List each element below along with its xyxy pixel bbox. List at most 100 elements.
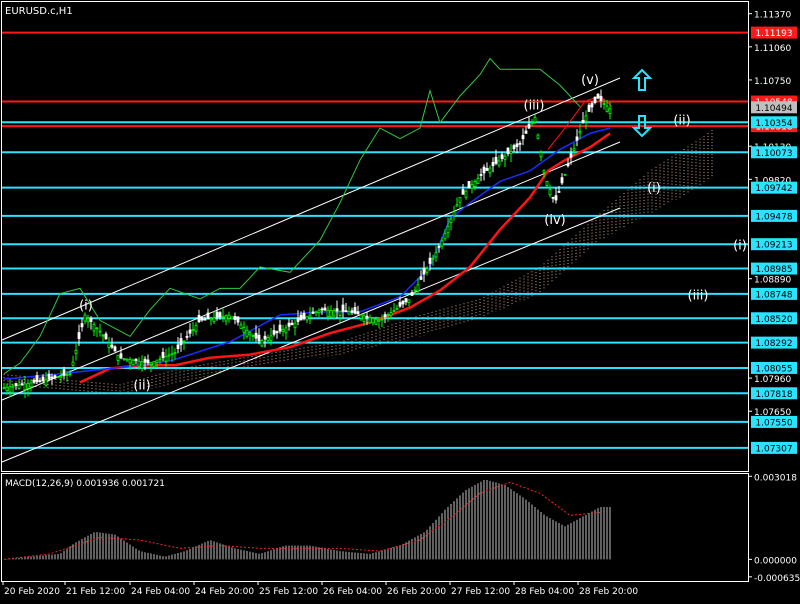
level-price-badge-label: 1.08985 [755,265,792,275]
level-price-badge [751,312,797,325]
candle-body [542,169,546,173]
level-price-badge [751,101,797,114]
level-price-badge [751,262,797,275]
candle-body [485,167,489,171]
candle-body [443,233,447,240]
candle-body [452,211,456,216]
candle-body [287,322,291,327]
direction-arrows[interactable] [631,68,653,138]
time-tick-label: 24 Feb 04:00 [131,587,190,597]
candle-body [572,148,576,151]
candle-body [422,267,426,275]
elliott-wave-label: (ii) [133,379,150,394]
candle-body [578,131,582,134]
time-tick-label: 25 Feb 12:00 [259,587,318,597]
channel-line[interactable] [1,207,621,463]
candle-body [467,181,471,189]
candle-body [551,196,555,199]
elliott-wave-label: (i) [733,239,747,254]
candle-body [62,369,66,376]
candle-body [449,218,453,223]
level-price-badges: 1.111931.103181.105481.104941.103541.100… [751,26,797,454]
candle-body [146,359,150,364]
candle-body [47,373,51,380]
channel-line[interactable] [1,77,621,341]
candle-body [113,346,117,352]
candle-body [290,322,294,326]
candle-body [311,311,315,314]
candle-body [476,177,480,184]
level-price-badge [751,238,797,251]
arrow-down-icon[interactable] [631,115,653,138]
candle-body [71,361,75,366]
candle-body [521,135,525,140]
candle-body [191,328,195,331]
candle-body [65,374,69,376]
candle-body [179,338,183,346]
level-price-badge-label: 1.08748 [755,290,792,300]
candle-body [494,156,498,164]
candle-body [545,181,549,187]
candle-body [221,315,225,318]
candle-body [41,376,45,381]
candle-body [83,314,87,322]
candle-body [296,317,300,322]
candle-body [350,310,354,313]
candle-body [122,358,126,360]
candle-body [488,167,492,174]
price-tick-label: 1.11060 [754,44,791,54]
candle-body [500,154,504,159]
candle-body [434,252,438,258]
candle-body [140,361,144,369]
candle-body [275,331,279,334]
candle-body [323,307,327,311]
candle-body [92,324,96,332]
channel-line[interactable] [1,141,621,401]
candle-body [419,276,423,280]
trend-channel[interactable] [1,77,621,463]
candle-body [392,310,396,312]
candle-body [530,122,534,125]
candle-body [185,335,189,338]
candle-body [371,317,375,324]
candle-body [209,318,213,321]
candle-body [176,344,180,350]
candle-body [74,349,78,354]
candle-body [26,383,30,389]
time-tick-label: 28 Feb 04:00 [515,587,574,597]
candle-body [341,304,345,312]
main-plot-border [1,1,749,472]
candle-body [86,317,90,323]
level-price-badge [751,181,797,194]
candle-body [23,383,27,391]
candle-body [44,379,48,386]
candle-body [155,359,159,364]
price-tick-label: 1.10750 [754,77,791,87]
candle-body [356,311,360,315]
candle-body [263,335,267,340]
candle-body [380,318,384,321]
candle-body [242,327,246,333]
time-tick-label: 26 Feb 04:00 [323,587,382,597]
arrow-up-icon[interactable] [631,68,653,91]
candle-body [398,302,402,307]
candle-body [302,312,306,319]
candle-body [95,327,99,330]
candle-body [599,95,603,102]
candle-body [464,190,468,198]
candle-body [455,204,459,207]
candle-body [548,189,552,196]
candle-body [329,310,333,318]
macd-signal-line [3,481,601,560]
candle-body [320,308,324,311]
elliott-wave-label: (i) [79,298,93,313]
candle-body [431,257,435,260]
level-price-badge-label: 1.07818 [755,390,792,400]
elliott-wave-label: (iii) [688,289,709,304]
candle-body [575,136,579,141]
candle-body [206,312,210,320]
candle-body [560,177,564,184]
candle-body [407,299,411,303]
